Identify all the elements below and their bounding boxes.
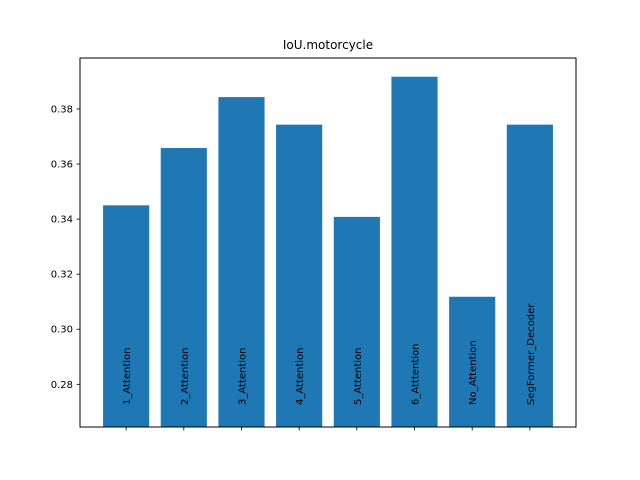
x-tick-label: 1_Attention — [122, 347, 133, 405]
x-tick-label: 4_Attention — [295, 347, 306, 405]
x-tick-label: No_Attention — [468, 340, 479, 405]
bars-group — [103, 76, 553, 428]
chart-title: IoU.motorcycle — [283, 38, 373, 52]
x-axis: 1_Attention 2_Attention 3_Attention 4_Atten… — [122, 303, 537, 431]
y-axis: 0.28 0.30 0.32 0.34 0.36 0.38 — [51, 104, 80, 391]
y-tick-label: 0.28 — [51, 380, 73, 391]
x-tick-label: 2_Attention — [180, 347, 191, 405]
bar-4-attention — [276, 124, 323, 428]
y-tick-label: 0.32 — [51, 270, 73, 281]
x-tick-label: SegFormer_Decoder — [526, 303, 537, 405]
bar-segformer-decoder — [506, 124, 553, 428]
x-tick-label: 6_Atttention — [411, 344, 422, 405]
bar-5-attention — [333, 216, 380, 427]
x-tick-label: 5_Attention — [353, 347, 364, 405]
bar-1-attention — [103, 205, 150, 427]
bar-6-atttention — [391, 76, 438, 427]
y-tick-label: 0.30 — [51, 325, 73, 336]
bar-no-attention — [449, 296, 496, 427]
y-tick-label: 0.36 — [51, 160, 73, 171]
bar-3-attention — [218, 97, 265, 428]
bar-2-attention — [160, 148, 207, 428]
y-tick-label: 0.38 — [51, 104, 73, 115]
plot-frame — [79, 57, 577, 428]
x-tick-label: 3_Attention — [237, 347, 248, 405]
y-tick-label: 0.34 — [51, 215, 73, 226]
